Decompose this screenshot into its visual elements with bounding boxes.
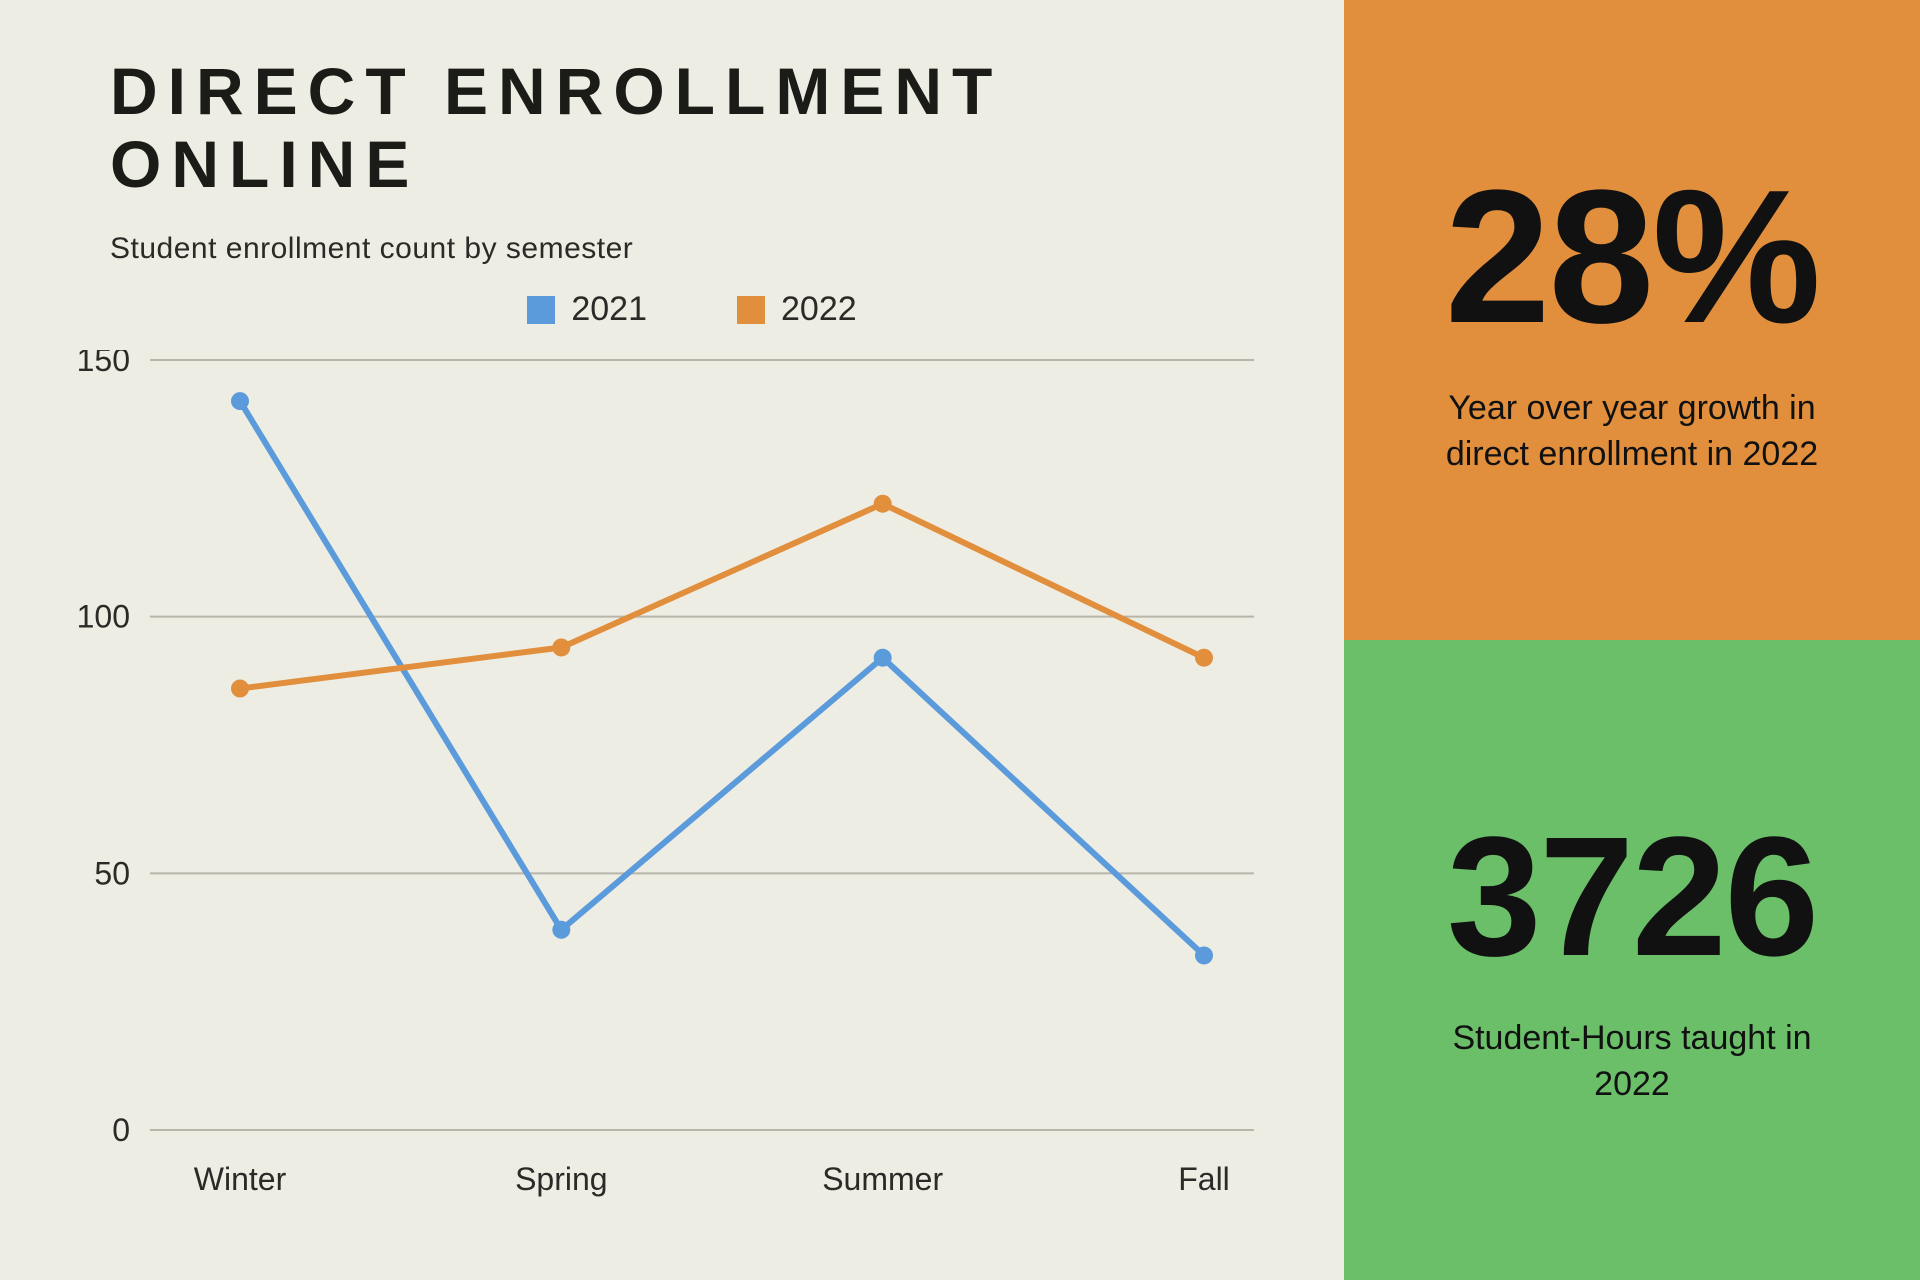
svg-text:Summer: Summer <box>822 1161 943 1197</box>
stat-hours: 3726 Student-Hours taught in 2022 <box>1344 640 1920 1280</box>
svg-text:Spring: Spring <box>515 1161 608 1197</box>
svg-text:0: 0 <box>112 1112 130 1148</box>
stats-panel: 28% Year over year growth in direct enro… <box>1344 0 1920 1280</box>
stat-hours-value: 3726 <box>1447 812 1817 982</box>
page-title: DIRECT ENROLLMENT ONLINE <box>110 55 1274 200</box>
svg-text:50: 50 <box>94 855 130 891</box>
legend-item-2021: 2021 <box>527 290 647 329</box>
line-chart: 0 50 100 150 Winter Spring Summer Fall <box>40 350 1274 1230</box>
stat-growth-value: 28% <box>1445 162 1819 352</box>
stat-hours-desc: Student-Hours taught in 2022 <box>1422 1016 1842 1108</box>
chart-panel: DIRECT ENROLLMENT ONLINE Student enrollm… <box>0 0 1344 1280</box>
svg-text:Winter: Winter <box>194 1161 287 1197</box>
stat-growth-desc: Year over year growth in direct enrollme… <box>1422 386 1842 478</box>
chart-subtitle: Student enrollment count by semester <box>110 232 1274 266</box>
chart-legend: 2021 2022 <box>110 290 1274 329</box>
legend-item-2022: 2022 <box>737 290 857 329</box>
svg-text:Fall: Fall <box>1178 1161 1230 1197</box>
legend-label-2021: 2021 <box>571 290 647 329</box>
svg-text:100: 100 <box>77 599 130 635</box>
legend-swatch-2022 <box>737 296 765 324</box>
legend-swatch-2021 <box>527 296 555 324</box>
legend-label-2022: 2022 <box>781 290 857 329</box>
svg-text:150: 150 <box>77 350 130 378</box>
stat-growth: 28% Year over year growth in direct enro… <box>1344 0 1920 640</box>
chart-svg: 0 50 100 150 Winter Spring Summer Fall <box>40 350 1274 1230</box>
